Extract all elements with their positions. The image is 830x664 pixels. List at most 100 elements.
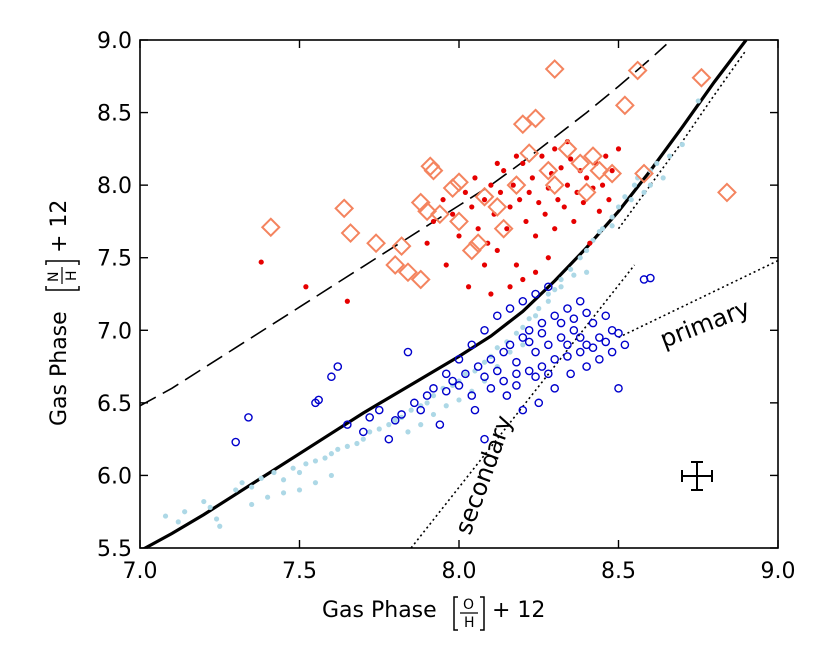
- blue-ring-point: [582, 308, 591, 318]
- blue-ring-point: [582, 362, 591, 371]
- red-point: [344, 298, 350, 304]
- lightblue-point: [609, 223, 615, 229]
- blue-ring-point: [620, 340, 630, 350]
- blue-ring-point: [461, 369, 470, 379]
- lightblue-point: [386, 422, 392, 428]
- lightblue-point: [456, 397, 462, 403]
- diamond-point: [627, 60, 648, 81]
- y-tick-label: 7.5: [97, 247, 132, 272]
- diamond-point: [429, 204, 450, 225]
- blue-ring-point: [343, 420, 352, 429]
- diamond-point: [634, 163, 654, 184]
- lightblue-point: [679, 141, 685, 148]
- diamond-point: [385, 255, 406, 275]
- axis-ticks: 7.0 7.5 8.0 8.5 9.0 5.5 6.0 6.5 7.0 7.5 8.0 8.5 9.0: [97, 29, 796, 584]
- lightblue-point: [249, 501, 255, 508]
- red-point: [443, 262, 449, 268]
- x-tick-label: 7.5: [282, 559, 317, 584]
- red-point: [430, 218, 437, 225]
- red-point: [507, 284, 513, 290]
- lightblue-point: [481, 359, 488, 365]
- diamond-point: [506, 175, 527, 196]
- red-point: [481, 262, 488, 268]
- red-point: [456, 233, 462, 239]
- blue-ring-point: [524, 325, 534, 335]
- lightblue-point: [584, 269, 590, 275]
- y-axis-frac-top: N: [46, 272, 62, 282]
- red-point: [494, 247, 500, 254]
- blue-ring-point: [575, 296, 585, 306]
- red-point: [520, 160, 526, 166]
- diamond-point: [340, 223, 361, 243]
- blue-ring-point: [467, 391, 477, 400]
- error-bar-glyph: [681, 461, 713, 491]
- blue-ring-point: [550, 384, 560, 393]
- diamond-point: [493, 218, 514, 239]
- x-tick-label: 7.0: [123, 559, 158, 584]
- blue-ring-point: [566, 369, 575, 379]
- lightblue-point: [201, 498, 207, 505]
- y-tick-label: 6.5: [97, 392, 132, 417]
- lightblue-point: [303, 461, 309, 467]
- x-tick-label: 8.0: [442, 559, 477, 584]
- lightblue-point: [271, 469, 277, 476]
- red-point: [587, 240, 593, 246]
- blue-ring-point: [556, 333, 566, 342]
- diamond-point: [449, 172, 469, 193]
- diamond-point: [474, 186, 495, 207]
- red-point: [465, 284, 472, 290]
- blue-ring-point: [518, 296, 528, 306]
- lightblue-point: [520, 324, 526, 330]
- lightblue-point: [615, 204, 622, 210]
- blue-ring-point: [518, 405, 528, 415]
- blue-ring-point: [416, 405, 426, 415]
- red-point: [517, 197, 523, 203]
- lightblue-point: [280, 490, 287, 496]
- red-point: [472, 175, 478, 181]
- x-axis-title: Gas Phase O H + 12: [322, 596, 545, 631]
- lightblue-point: [312, 458, 319, 464]
- red-point: [501, 168, 507, 174]
- lightblue-point: [207, 504, 213, 510]
- lightblue-point: [596, 228, 602, 235]
- red-point: [558, 165, 564, 171]
- lightblue-point: [290, 465, 296, 471]
- y-tick-label: 5.5: [97, 537, 132, 562]
- lightblue-point: [609, 214, 615, 220]
- red-point: [469, 204, 475, 210]
- red-point: [504, 226, 510, 232]
- diamond-point: [391, 236, 412, 257]
- red-point: [584, 175, 590, 181]
- lightblue-point: [577, 255, 583, 261]
- blue-ring-point: [569, 314, 579, 323]
- blue-ring-point: [588, 318, 598, 328]
- lightblue-point: [513, 330, 520, 336]
- blue-ring-point: [518, 333, 528, 342]
- lightblue-point: [695, 98, 701, 104]
- red-point: [596, 208, 602, 214]
- diamond-point: [614, 95, 635, 116]
- x-axis-prefix: Gas Phase: [322, 598, 437, 623]
- lightblue-point: [322, 455, 328, 461]
- red-point: [561, 204, 567, 210]
- lightblue-point: [296, 469, 303, 476]
- blue-ring-point: [390, 415, 400, 425]
- blue-ring-point: [397, 410, 406, 419]
- lightblue-point: [641, 189, 647, 195]
- blue-ring-point: [467, 340, 477, 350]
- blue-ring-point: [502, 391, 512, 400]
- y-axis-suffix: + 12: [47, 200, 72, 253]
- lightblue-point: [526, 316, 532, 322]
- red-point: [510, 182, 516, 188]
- diamond-point: [260, 217, 281, 238]
- red-point: [526, 189, 532, 195]
- lightblue-point: [558, 276, 564, 283]
- lightblue-point: [552, 287, 558, 293]
- blue-ring-point: [537, 328, 547, 338]
- blue-ring-point: [544, 369, 553, 379]
- blue-ring-point: [480, 372, 489, 382]
- blue-ring-point: [563, 340, 572, 350]
- lightblue-point: [536, 305, 542, 312]
- blue-ring-point: [544, 340, 553, 350]
- blue-ring-point: [588, 343, 598, 353]
